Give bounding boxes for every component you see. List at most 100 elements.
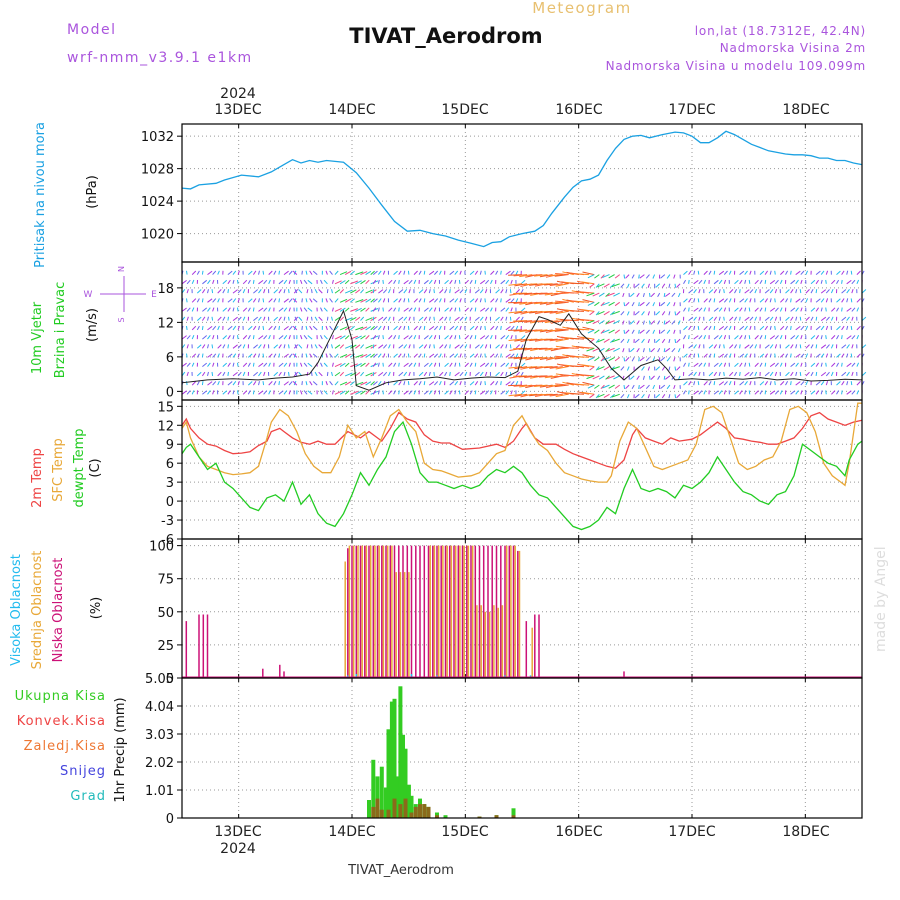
- wind-arrow: [625, 329, 630, 334]
- wind-arrow: [693, 362, 699, 368]
- wind-arrow: [345, 344, 353, 349]
- wind-arrow: [693, 335, 699, 340]
- wind-arrow: [625, 384, 630, 390]
- wind-arrow: [459, 298, 462, 303]
- wind-arrow: [544, 283, 558, 286]
- wind-arrow: [508, 310, 523, 314]
- wind-arrow: [449, 325, 455, 331]
- wind-arrow: [642, 292, 645, 298]
- wind-arrow: [655, 366, 661, 371]
- wind-arrow: [237, 270, 240, 275]
- wind-arrow: [554, 274, 568, 277]
- wind-arrow: [207, 353, 213, 358]
- wind-arrow: [841, 289, 847, 294]
- wind-arrow: [514, 283, 528, 287]
- total-rain-bar: [384, 787, 388, 818]
- wind-arrow: [418, 325, 422, 331]
- wind-arrow: [305, 381, 308, 386]
- wind-arrow: [242, 390, 248, 395]
- convective-rain-bar: [379, 809, 384, 818]
- wind-arrow: [739, 279, 743, 285]
- wind-arrow: [846, 344, 850, 349]
- wind-arrow: [683, 335, 687, 340]
- wind-arrow: [830, 289, 834, 294]
- wind-arrow: [780, 353, 785, 358]
- wind-arrow: [580, 319, 595, 322]
- wind-arrow: [723, 335, 727, 340]
- y-tick-label: 9: [166, 438, 174, 453]
- wind-arrow: [774, 353, 776, 358]
- wind-arrow: [597, 283, 605, 288]
- wind-arrow: [779, 390, 783, 395]
- wind-arrow: [372, 270, 378, 275]
- wind-arrow: [744, 279, 747, 284]
- wind-arrow: [278, 390, 284, 395]
- wind-arrow: [749, 344, 754, 349]
- wind-arrow: [329, 353, 333, 358]
- wind-arrow: [398, 298, 402, 303]
- wind-arrow: [370, 270, 375, 275]
- wind-arrow: [538, 283, 553, 285]
- wind-arrow: [693, 316, 697, 321]
- wind-arrow: [428, 390, 433, 395]
- wind-arrow: [334, 353, 339, 358]
- wind-arrow: [273, 270, 277, 275]
- wind-arrow: [500, 298, 502, 303]
- wind-arrow: [479, 270, 482, 275]
- wind-arrow: [247, 307, 251, 312]
- wind-arrow: [515, 325, 519, 331]
- wind-arrow: [513, 329, 528, 332]
- total-rain-bar: [403, 748, 408, 818]
- wind-arrow: [510, 298, 515, 303]
- wind-arrow: [398, 270, 402, 275]
- wind-arrow: [303, 362, 308, 367]
- wind-arrow: [666, 329, 671, 334]
- wind-arrow: [207, 362, 211, 367]
- wind-arrow: [631, 357, 635, 362]
- wind-arrow: [820, 344, 827, 349]
- wind-arrow: [288, 335, 291, 340]
- wind-arrow: [836, 279, 840, 285]
- wind-arrow: [605, 375, 610, 380]
- wind-arrow: [262, 270, 265, 275]
- wind-arrow: [505, 289, 508, 294]
- wind-arrow: [703, 390, 707, 395]
- bottom-year-label: 2024: [220, 841, 256, 857]
- wind-arrow: [587, 274, 595, 279]
- precip-ylabel-unit: 1hr Precip (mm): [113, 697, 128, 802]
- wind-arrow: [729, 344, 734, 349]
- wind-arrow: [799, 344, 802, 349]
- wind-arrow: [629, 347, 635, 353]
- wind-arrow: [780, 325, 785, 331]
- pressure-ylabel: Pritisak na nivou mora (hPa): [33, 122, 100, 268]
- wind-arrow: [403, 270, 406, 275]
- wind-arrow: [698, 307, 703, 312]
- wind-arrow: [222, 279, 228, 285]
- wind-arrow: [268, 353, 273, 358]
- wind-arrow: [429, 325, 435, 331]
- wind-arrow: [444, 307, 449, 312]
- wind-arrow: [623, 302, 626, 307]
- wind-arrow: [851, 390, 856, 395]
- y-tick-label: 12: [157, 419, 174, 434]
- wind-arrow: [303, 334, 308, 340]
- wind-arrow: [423, 325, 426, 330]
- wind-arrow: [774, 316, 778, 321]
- wind-arrow: [554, 329, 568, 332]
- wind-arrow: [278, 371, 282, 377]
- wind-arrow: [846, 289, 850, 294]
- wind-arrow: [600, 329, 605, 334]
- wind-arrow: [306, 289, 309, 294]
- wind-arrow: [614, 384, 620, 389]
- wind-arrow: [398, 335, 400, 340]
- wind-arrow: [382, 362, 384, 367]
- wind-arrow: [311, 371, 313, 376]
- wind-arrow: [434, 381, 439, 386]
- wind-arrow: [825, 335, 827, 340]
- wind-arrow: [429, 353, 435, 358]
- wind-arrow: [836, 307, 840, 312]
- wind-arrow: [836, 353, 841, 358]
- wind-arrow: [212, 279, 215, 284]
- wind-arrow: [660, 301, 666, 307]
- wind-arrow: [325, 325, 328, 331]
